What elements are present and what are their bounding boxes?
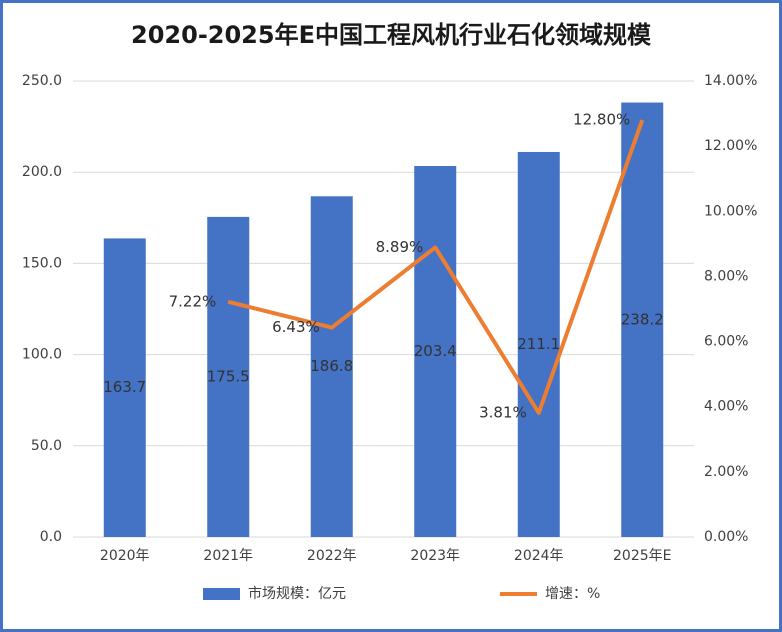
line xyxy=(227,119,645,415)
line-value-label: 8.89% xyxy=(376,238,424,256)
y-tick-label: 0.0 xyxy=(40,529,62,545)
x-tick-label: 2025年E xyxy=(613,548,671,564)
bar xyxy=(621,102,664,538)
bar-value-label: 175.5 xyxy=(207,367,250,385)
line-value-label: 6.43% xyxy=(272,318,320,336)
y2-tick-label: 10.00% xyxy=(704,203,757,219)
x-tick-label: 2022年 xyxy=(307,548,357,564)
y-tick-label: 150.0 xyxy=(22,255,62,271)
legend-label: 增速：% xyxy=(545,586,600,602)
y2-tick-label: 2.00% xyxy=(704,464,748,480)
bar xyxy=(414,165,457,537)
y2-tick-label: 0.00% xyxy=(704,529,748,545)
legend-swatch xyxy=(203,588,240,600)
bar xyxy=(207,216,250,537)
bar xyxy=(310,196,353,537)
y-tick-label: 250.0 xyxy=(22,73,62,89)
y2-tick-label: 4.00% xyxy=(704,399,748,415)
y2-tick-label: 12.00% xyxy=(704,138,757,154)
bar-value-label: 211.1 xyxy=(517,335,560,353)
bar-value-label: 186.8 xyxy=(310,357,353,375)
line-value-label: 7.22% xyxy=(169,292,217,310)
x-tick-label: 2020年 xyxy=(100,548,150,564)
y2-tick-label: 14.00% xyxy=(704,73,757,89)
x-tick-label: 2021年 xyxy=(203,548,253,564)
y-tick-label: 200.0 xyxy=(22,164,62,180)
y-tick-label: 100.0 xyxy=(22,347,62,363)
y2-tick-label: 6.00% xyxy=(704,334,748,350)
y-tick-label: 50.0 xyxy=(31,438,62,454)
bar xyxy=(517,151,560,537)
bar-value-label: 203.4 xyxy=(414,342,457,360)
legend-label: 市场规模：亿元 xyxy=(248,585,346,602)
x-tick-label: 2024年 xyxy=(514,548,564,564)
bar xyxy=(103,238,146,537)
line-value-label: 12.80% xyxy=(573,111,630,129)
x-tick-label: 2023年 xyxy=(410,548,460,564)
bar-value-label: 163.7 xyxy=(103,378,146,396)
y2-tick-label: 8.00% xyxy=(704,268,748,284)
bar-value-label: 238.2 xyxy=(621,310,664,328)
chart-title: 2020-2025年E中国工程风机行业石化领域规模 xyxy=(131,21,652,49)
line-value-label: 3.81% xyxy=(479,403,527,421)
